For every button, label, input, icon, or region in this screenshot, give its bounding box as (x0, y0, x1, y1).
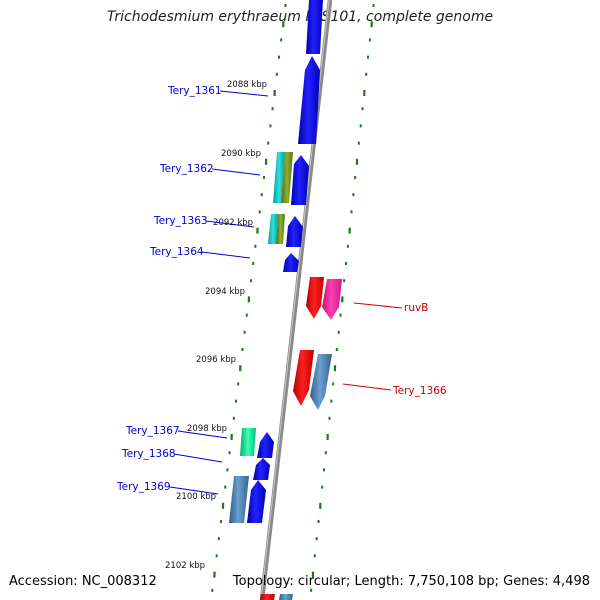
forward-strand-genes (229, 0, 323, 600)
gene-feature[interactable] (310, 354, 332, 410)
gene-feature[interactable] (260, 594, 275, 600)
gene-label-tery-1363[interactable]: Tery_1363 (153, 215, 208, 227)
gene-feature[interactable] (253, 458, 270, 480)
gene-feature[interactable] (281, 152, 293, 203)
reverse-gene-labels (342, 302, 403, 391)
gene-feature[interactable] (229, 476, 249, 523)
gene-feature[interactable] (286, 216, 303, 247)
outer-tick-track (310, 3, 375, 592)
gene-feature[interactable] (283, 253, 299, 272)
kbp-tick-label: 2090 kbp (221, 149, 261, 159)
gene-label-tery-1364[interactable]: Tery_1364 (149, 246, 204, 258)
kbp-tick-label: 2092 kbp (213, 218, 253, 228)
gene-label-tery-1366[interactable]: Tery_1366 (392, 385, 447, 397)
kbp-tick-label: 2088 kbp (227, 80, 267, 90)
gene-label-tery-1362[interactable]: Tery_1362 (159, 163, 214, 175)
gene-label-tery-1369[interactable]: Tery_1369 (116, 481, 171, 493)
gene-feature[interactable] (322, 279, 342, 320)
kbp-tick-label: 2094 kbp (205, 287, 245, 297)
inner-tick-track (211, 3, 287, 592)
gene-feature[interactable] (293, 350, 314, 406)
gene-feature[interactable] (306, 0, 323, 54)
gene-feature[interactable] (240, 428, 256, 456)
gene-label-tery-1361[interactable]: Tery_1361 (167, 85, 222, 97)
gene-feature[interactable] (291, 155, 309, 205)
gene-feature[interactable] (276, 214, 285, 244)
kbp-tick-label: 2102 kbp (165, 561, 205, 571)
gene-feature[interactable] (257, 432, 274, 458)
kbp-tick-label: 2100 kbp (176, 492, 216, 502)
kbp-tick-label: 2096 kbp (196, 355, 236, 365)
gene-feature[interactable] (298, 56, 320, 144)
gene-feature[interactable] (268, 214, 278, 244)
gene-feature[interactable] (279, 594, 293, 600)
gene-feature[interactable] (306, 277, 324, 319)
gene-feature[interactable] (247, 480, 266, 523)
genome-backbone (259, 0, 333, 600)
kbp-tick-label: 2098 kbp (187, 424, 227, 434)
gene-label-tery-1368[interactable]: Tery_1368 (121, 448, 176, 460)
forward-gene-labels (169, 90, 269, 495)
reverse-strand-genes (293, 277, 342, 410)
gene-label-ruvb[interactable]: ruvB (404, 302, 428, 314)
map-title: Trichodesmium erythraeum IMS101, complet… (106, 9, 494, 25)
genome-summary: Topology: circular; Length: 7,750,108 bp… (232, 574, 590, 589)
gene-label-tery-1367[interactable]: Tery_1367 (125, 425, 180, 437)
accession-label: Accession: NC_008312 (9, 574, 157, 589)
kbp-scale: 2088 kbp 2090 kbp 2092 kbp 2094 kbp 2096… (165, 80, 267, 571)
